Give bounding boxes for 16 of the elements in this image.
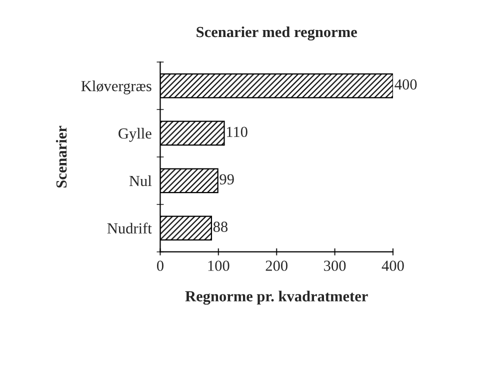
y-tick-label: Kløvergræs <box>81 80 152 94</box>
x-axis-title: Regnorme pr. kvadratmeter <box>185 290 368 305</box>
x-tick-label: 200 <box>266 260 288 271</box>
x-tick-label: 100 <box>208 260 230 271</box>
y-axis-title: Scenarier <box>56 126 67 188</box>
chart-title: Scenarier med regnorme <box>196 26 357 40</box>
data-label: 110 <box>226 126 248 138</box>
x-tick-label: 300 <box>324 260 346 271</box>
data-label: 400 <box>394 79 417 90</box>
x-tick-label: 400 <box>382 260 404 271</box>
data-label: 99 <box>220 174 234 184</box>
y-tick-label: Gylle <box>118 128 152 142</box>
y-tick-label: Nudrift <box>107 222 152 234</box>
data-label: 88 <box>213 222 228 232</box>
y-tick-label: Nul <box>129 175 152 186</box>
x-tick-label: 0 <box>156 260 164 271</box>
